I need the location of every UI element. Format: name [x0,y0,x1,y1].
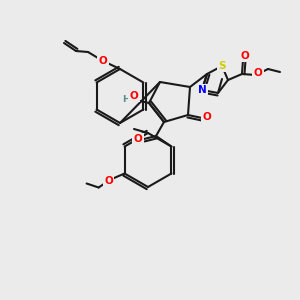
Text: O: O [134,134,142,144]
Text: O: O [99,56,107,66]
Text: O: O [254,68,262,78]
Text: O: O [202,112,211,122]
Text: H: H [122,94,130,103]
Text: N: N [198,85,206,95]
Text: O: O [104,176,113,187]
Text: O: O [130,91,138,101]
Text: O: O [241,51,249,61]
Text: S: S [218,61,226,71]
